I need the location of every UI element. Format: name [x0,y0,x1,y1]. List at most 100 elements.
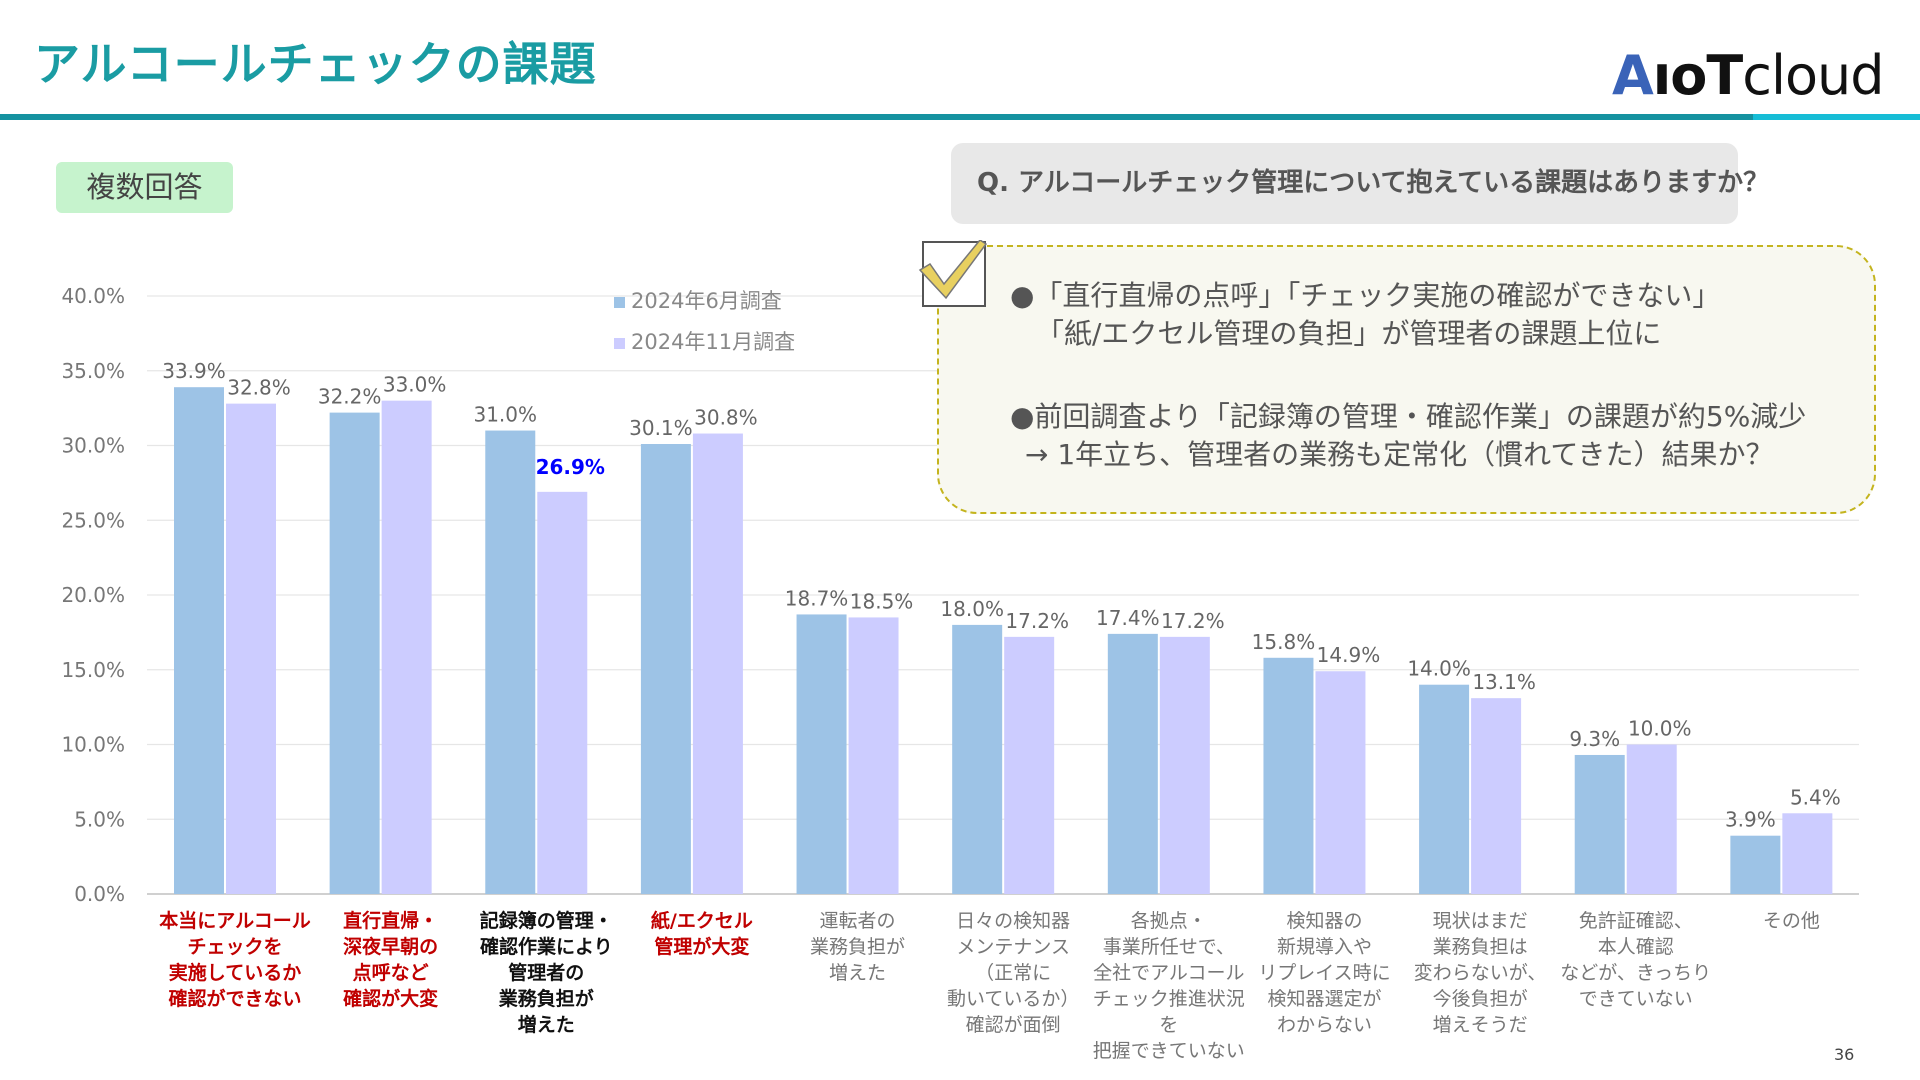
data-label: 9.3% [1569,727,1620,751]
category-label-line: 業務負担は [1432,936,1528,958]
category-label-line: 変わらないが、 [1413,962,1547,984]
x-category-label: 本当にアルコール チェックを実施しているか 確認ができない [157,908,313,1012]
x-category-label: 日々の検知器 メンテナンス （正常に 動いているか） 確認が面倒 [935,908,1091,1038]
category-label-line: 増えた [829,962,887,984]
data-label: 5.4% [1790,785,1841,809]
bar-series1 [174,387,224,894]
category-label-line: 確認ができない [168,988,302,1010]
category-label-line: わからない [1276,1014,1372,1036]
category-label-line: 検知器選定が [1267,988,1382,1010]
bar-series2 [1004,636,1055,894]
legend-item-series1: 2024年6月調査 [614,285,782,315]
y-tick-label: 0.0% [74,882,125,906]
category-label-line: 事業所任せで、 [1102,936,1235,958]
callout-line: ●前回調査より「記録簿の管理・確認作業」の課題が約5%減少 [1010,400,1807,433]
category-label-line: チェックを [187,936,283,958]
category-label-line: 増えそうだ [1432,1014,1528,1036]
x-category-label: 直行直帰・ 深夜早朝の 点呼など 確認が大変 [313,908,469,1012]
legend-label: 2024年11月調査 [631,330,796,354]
category-label-line: 免許証確認、 [1578,910,1693,932]
bar-series2 [1159,636,1210,894]
category-label-line: 新規導入や [1276,936,1372,958]
aiotcloud-logo: AıoTcloud [1612,44,1884,107]
category-label-line: メンテナンス [956,936,1070,958]
data-label: 33.9% [162,359,226,383]
category-label-line: 確認が大変 [343,988,439,1010]
data-label: 32.2% [318,385,382,409]
bar-series1 [1107,633,1158,894]
data-label: 33.0% [383,373,447,397]
y-tick-label: 10.0% [61,733,125,757]
category-label-line: 深夜早朝の [343,936,439,958]
callout-line: → 1年立ち、管理者の業務も定常化（慣れてきた）結果か？ [1025,438,1774,471]
category-label-line: 現状はまだ [1432,910,1528,932]
multiple-answer-badge: 複数回答 [56,162,233,213]
y-tick-label: 15.0% [61,658,125,682]
bar-series2 [1626,744,1677,894]
data-label: 32.8% [227,376,291,400]
data-label: 15.8% [1252,630,1316,654]
category-label-line: 実施しているか [168,962,302,984]
x-category-label: その他 [1713,908,1869,934]
data-label: 3.9% [1725,808,1776,832]
data-label: 30.8% [694,406,758,430]
data-label: 14.0% [1407,657,1471,681]
category-label-line: 動いているか） [946,988,1080,1010]
y-tick-label: 5.0% [74,807,125,831]
y-tick-label: 25.0% [61,508,125,532]
category-label-line: できていない [1578,988,1693,1010]
data-label: 17.2% [1005,609,1069,633]
checkmark-box-icon [918,240,988,307]
category-label-line: 増えた [517,1014,575,1036]
bar-series2 [1315,671,1366,894]
category-label-line: リプレイス時に [1258,962,1391,984]
page-number: 36 [1834,1045,1855,1064]
bar-series2 [381,400,432,894]
category-label-line: 把握できていない [1092,1040,1245,1062]
bar-series2 [537,491,588,894]
category-label-line: 各拠点・ [1130,910,1207,932]
category-label-line: 業務負担が [498,988,594,1010]
header-divider-accent [1753,114,1920,120]
data-label: 17.2% [1161,609,1225,633]
category-label-line: 本当にアルコール [159,910,311,932]
category-label-line: 確認が面倒 [965,1014,1061,1036]
bar-series2 [848,617,899,894]
x-category-label: 検知器の 新規導入や リプレイス時に 検知器選定が わからない [1246,908,1402,1038]
category-label-line: 点呼など [352,962,429,984]
data-label: 26.9% [536,455,605,479]
legend-swatch [614,296,625,308]
category-label-line: 確認作業により [479,936,613,958]
legend-item-series2: 2024年11月調査 [614,326,795,356]
data-label: 18.5% [850,589,914,613]
x-category-label: 運転者の 業務負担が 増えた [780,908,936,986]
category-label-line: 今後負担が [1432,988,1528,1010]
header-divider [0,114,1753,120]
y-tick-label: 35.0% [61,359,125,383]
callout-line: ●「直行直帰の点呼」「チェック実施の確認ができない」 [1010,279,1721,312]
summary-callout: ●「直行直帰の点呼」「チェック実施の確認ができない」 「紙/エクセル管理の負担」… [937,245,1876,514]
data-label: 10.0% [1628,717,1692,741]
bar-series2 [1471,698,1522,894]
y-tick-label: 40.0% [61,284,125,308]
category-label-line: 運転者の [819,910,896,932]
category-label-line: 日々の検知器 [956,910,1071,932]
category-label-line: 本人確認 [1597,936,1674,958]
category-label-line: チェック推進状況を [1092,988,1245,1036]
data-label: 14.9% [1317,643,1381,667]
category-label-line: などが、きっちり [1560,962,1712,984]
category-label-line: 記録簿の管理・ [479,910,613,932]
data-label: 17.4% [1096,606,1160,630]
bar-series1 [1263,657,1314,894]
bar-series1 [485,430,536,894]
x-category-label: 各拠点・ 事業所任せで、 全社でアルコール チェック推進状況を 把握できていない [1091,908,1247,1064]
category-label-line: 管理者の [508,962,585,984]
x-category-label: 記録簿の管理・ 確認作業により 管理者の業務負担が増えた [468,908,624,1038]
bar-series2 [1782,813,1833,894]
bar-series1 [1419,684,1470,894]
bar-series1 [1574,754,1625,894]
bar-series1 [1730,835,1781,894]
bar-series1 [796,614,847,894]
legend-label: 2024年6月調査 [631,289,782,313]
data-label: 18.0% [940,597,1004,621]
